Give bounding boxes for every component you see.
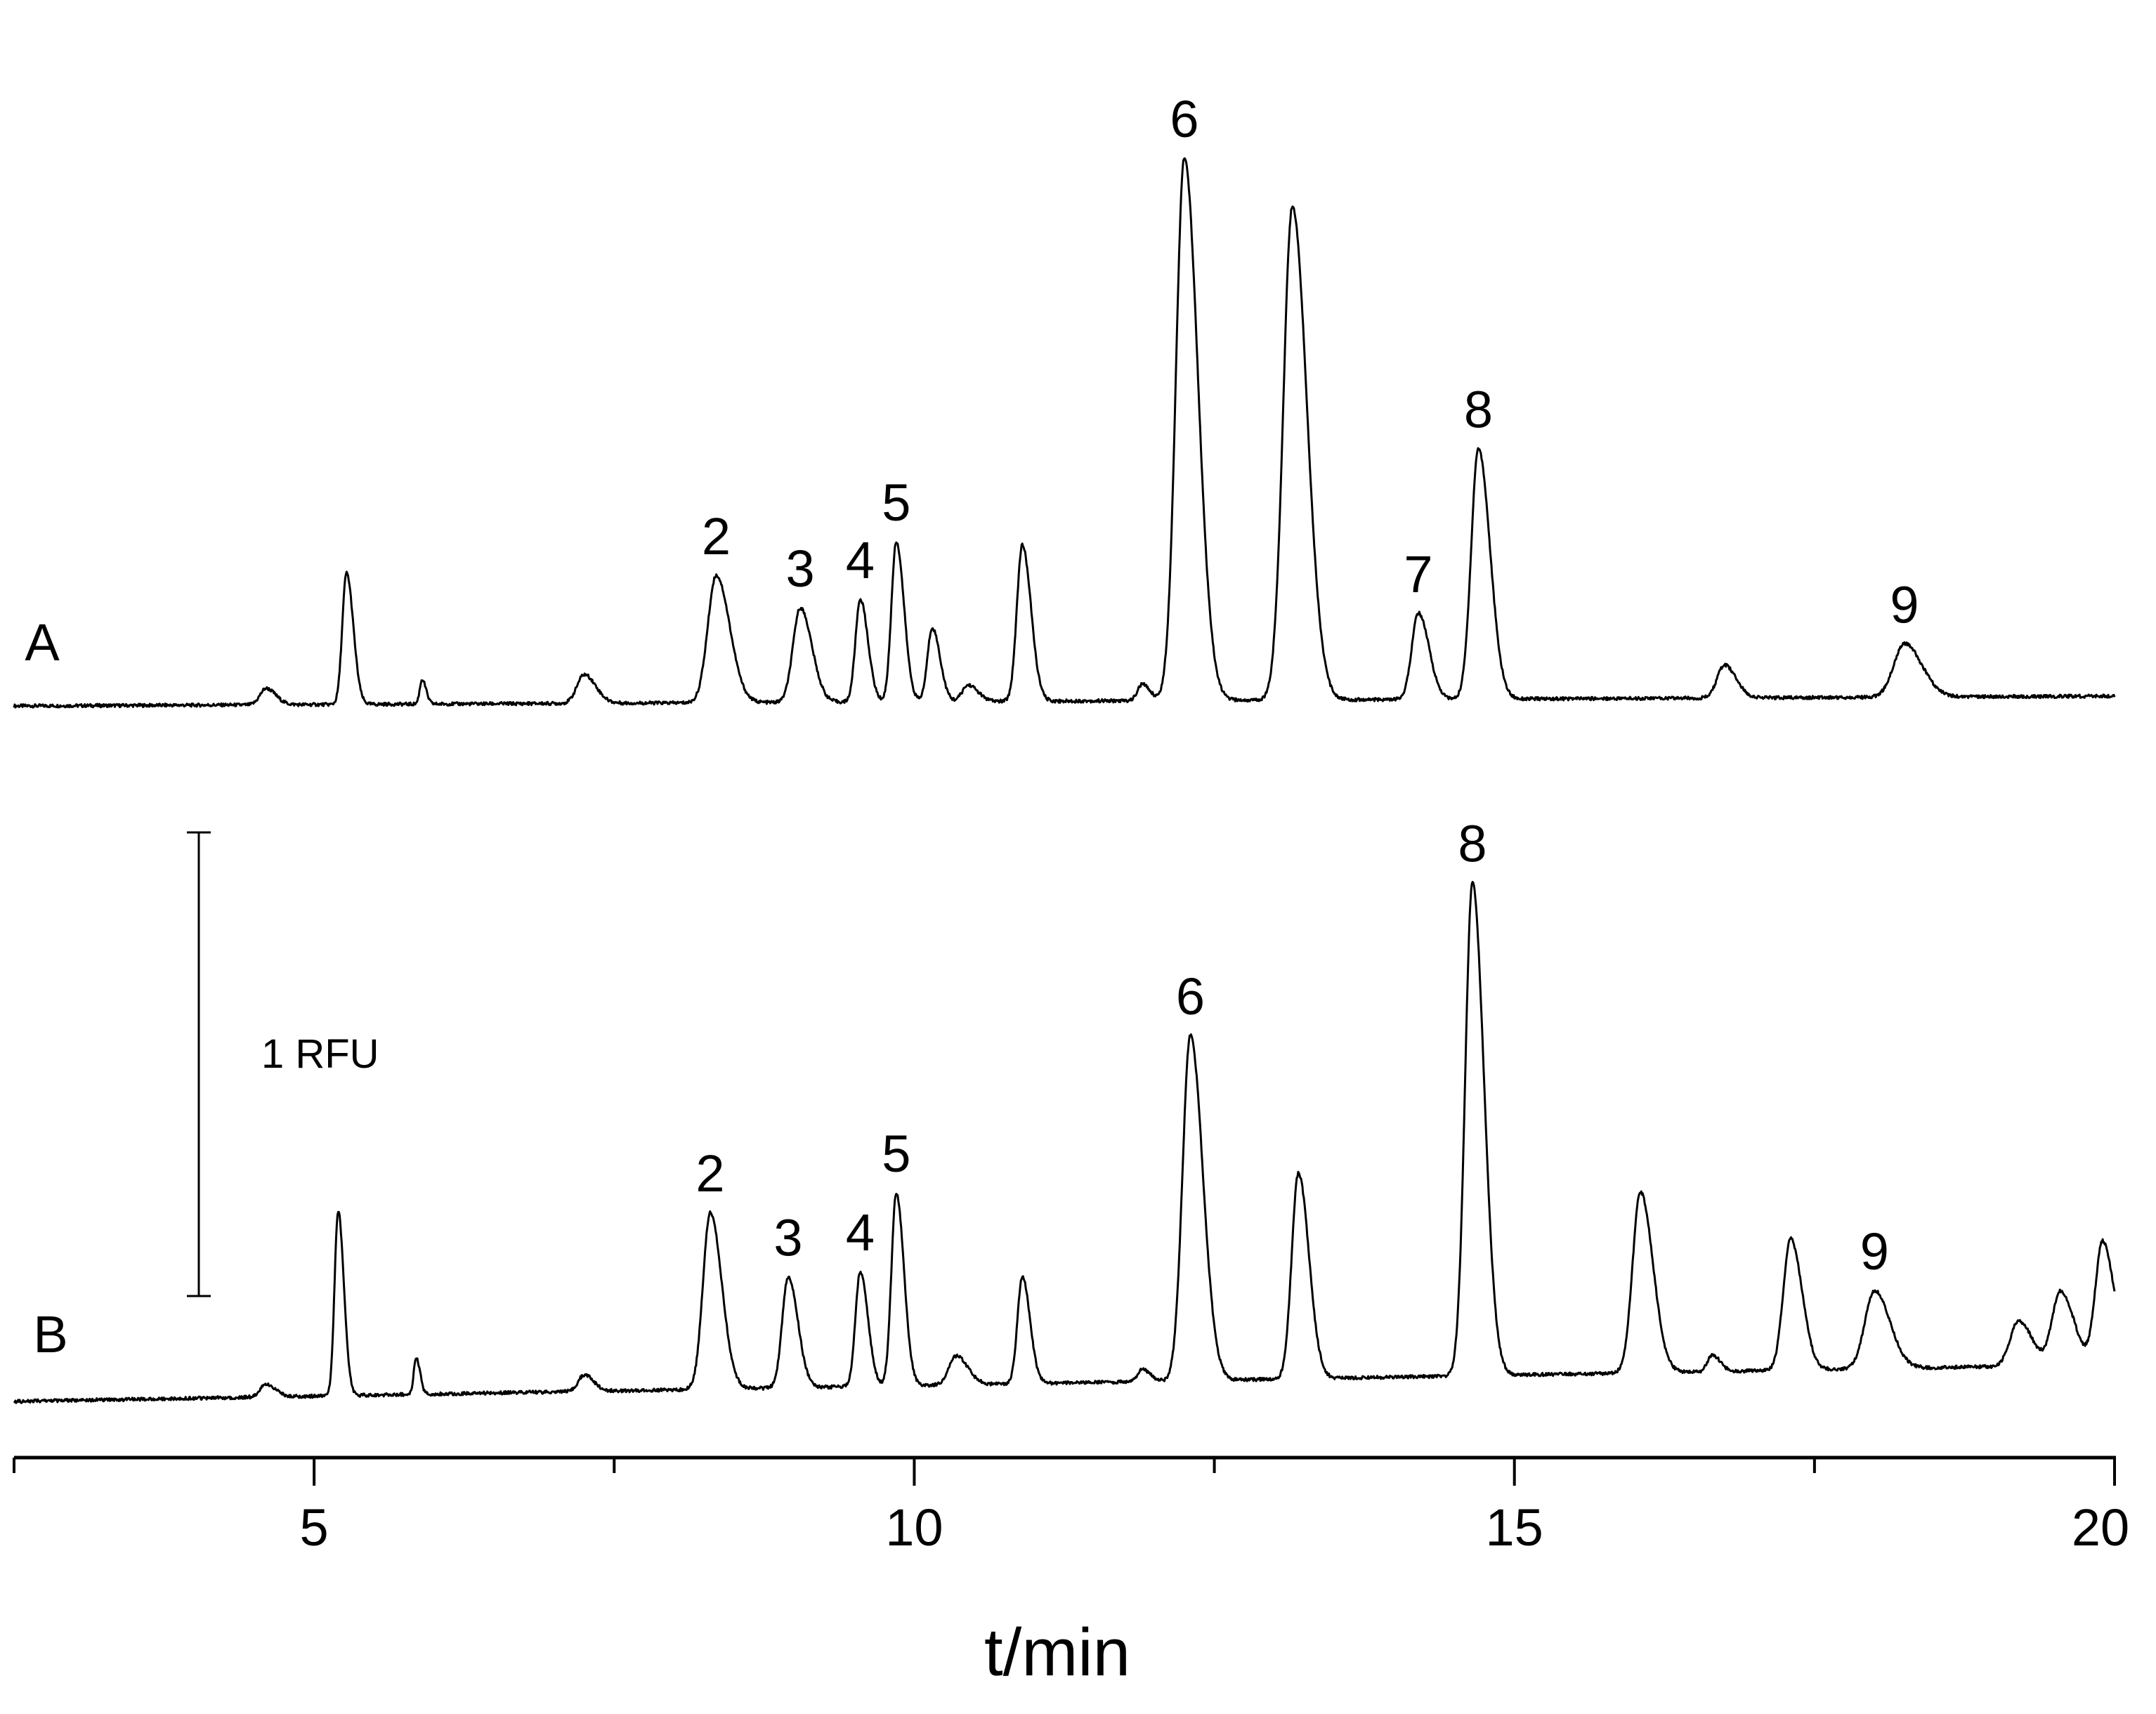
peak-label-a-8: 8 (1464, 380, 1493, 438)
peak-label-b-2: 2 (695, 1144, 724, 1203)
x-tick-label: 15 (1486, 1498, 1543, 1557)
scale-bar: 1 RFU (187, 831, 379, 1297)
scale-bar-label: 1 RFU (261, 1031, 379, 1077)
trace-name-a: A (25, 613, 60, 672)
trace-line-b (13, 881, 2116, 1404)
peak-label-b-9: 9 (1860, 1222, 1889, 1281)
peak-label-a-3: 3 (786, 539, 815, 598)
trace-line-a (13, 157, 2116, 709)
peak-label-a-4: 4 (846, 531, 875, 589)
x-tick-label: 10 (885, 1498, 943, 1557)
x-axis: 5 10 15 20 (13, 1455, 2129, 1557)
x-tick-label: 20 (2072, 1498, 2129, 1557)
peak-label-b-6: 6 (1176, 967, 1205, 1026)
trace-names-layer: AB (25, 613, 67, 1363)
peak-label-a-5: 5 (882, 473, 910, 532)
peak-label-a-9: 9 (1890, 575, 1919, 634)
peak-label-b-3: 3 (773, 1209, 802, 1267)
peak-label-a-6: 6 (1170, 90, 1198, 148)
peak-label-a-2: 2 (702, 507, 731, 565)
x-tick-label: 5 (300, 1498, 329, 1557)
peak-label-b-5: 5 (882, 1125, 910, 1183)
trace-name-b: B (33, 1305, 67, 1363)
traces-layer (13, 157, 2116, 1404)
x-axis-title: t/min (984, 1615, 1130, 1690)
peak-label-b-4: 4 (846, 1203, 875, 1262)
peak-label-b-8: 8 (1458, 814, 1487, 872)
peak-label-a-7: 7 (1404, 545, 1432, 603)
